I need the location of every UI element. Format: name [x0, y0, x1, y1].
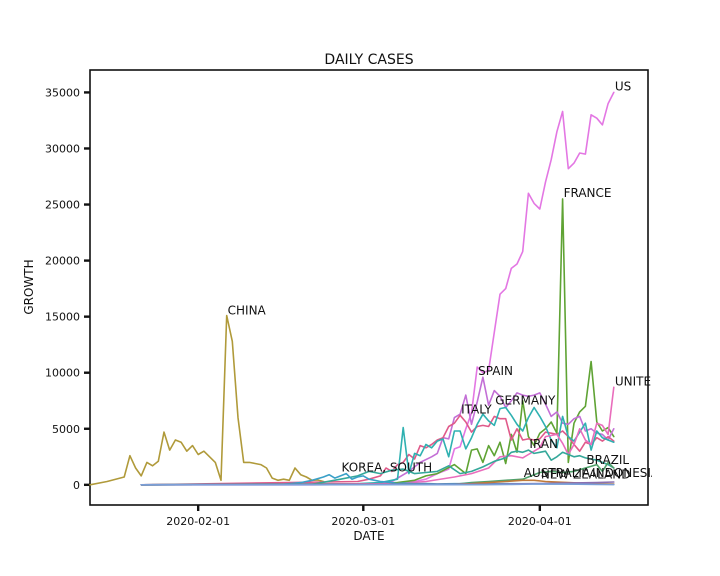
y-tick-label: 20000: [45, 255, 80, 268]
series-label-italy: ITALY: [461, 402, 492, 416]
series-label-iran: IRAN: [529, 437, 558, 451]
chart-title: DAILY CASES: [324, 52, 413, 68]
series-line-brazil: [140, 461, 615, 486]
series-line-iran: [140, 449, 615, 486]
y-tick-label: 35000: [45, 86, 80, 99]
series-line-italy: [140, 414, 615, 486]
y-tick-label: 5000: [52, 423, 80, 436]
series-label-spain: SPAIN: [478, 364, 513, 378]
series-line-united-kingdom: [140, 386, 615, 486]
series-label-indonesia: INDONESIA: [592, 466, 660, 480]
x-tick-label: 2020-04-01: [508, 515, 572, 528]
series-label-china: CHINA: [228, 304, 267, 318]
y-tick-label: 15000: [45, 311, 80, 324]
y-tick-label: 30000: [45, 142, 80, 155]
y-tick-label: 10000: [45, 367, 80, 380]
series-label-new-zealand: NEW ZEALAND: [541, 467, 631, 481]
x-axis-label: DATE: [353, 529, 384, 543]
y-axis-label: GROWTH: [22, 259, 36, 314]
series-line-new-zealand: [140, 483, 615, 486]
y-tick-label: 25000: [45, 199, 80, 212]
y-tick-label: 0: [73, 479, 80, 492]
series-line-china: [89, 314, 325, 486]
x-tick-label: 2020-02-01: [166, 515, 230, 528]
x-tick-label: 2020-03-01: [331, 515, 395, 528]
series-label-australia: AUSTRALIA: [524, 466, 591, 480]
series-line-us: [140, 91, 615, 486]
series-label-korea-south: KOREA, SOUTH: [342, 461, 433, 475]
series-label-brazil: BRAZIL: [586, 453, 629, 467]
series-label-us: US: [615, 79, 631, 93]
series-label-united-kingdom: UNITED KINGDOM: [615, 374, 720, 388]
series-label-germany: GERMANY: [495, 393, 556, 407]
plot-frame: [89, 69, 649, 506]
y-axis-ticks: 0 5000 10000 15000 20000 25000 30000 35000: [45, 86, 90, 492]
series-label-france: FRANCE: [564, 186, 612, 200]
series-line-spain: [140, 376, 615, 486]
series-lines: [89, 91, 615, 486]
x-axis-ticks: 2020-02-01 2020-03-01 2020-04-01: [166, 505, 572, 528]
